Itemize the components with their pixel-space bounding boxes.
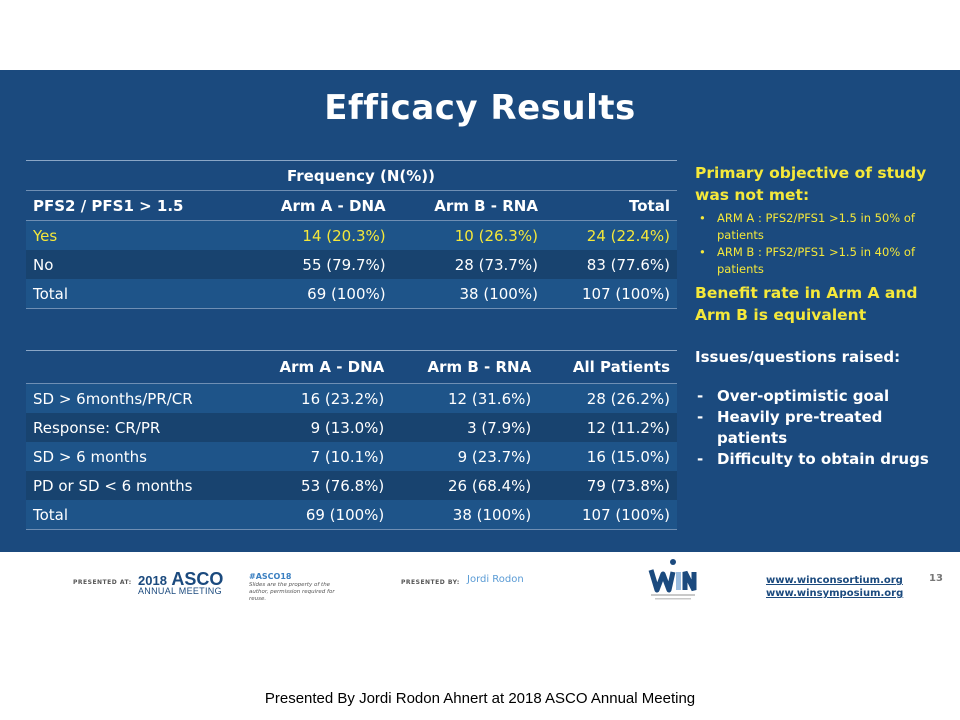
table-group-header: Frequency (N(%)) xyxy=(26,160,677,191)
table-cell: 107 (100%) xyxy=(544,279,677,309)
table-row: SD > 6months/PR/CR 16 (23.2%) 12 (31.6%)… xyxy=(26,383,677,413)
table-row: Total 69 (100%) 38 (100%) 107 (100%) xyxy=(26,500,677,530)
table-header-cell: Arm B - RNA xyxy=(391,350,539,384)
table-cell: PD or SD < 6 months xyxy=(26,471,243,500)
presented-by-label: PRESENTED BY: xyxy=(401,579,460,586)
presented-at-label: PRESENTED AT: xyxy=(73,579,132,586)
table-cell: 16 (15.0%) xyxy=(538,442,677,471)
frequency-table: Frequency (N(%)) PFS2 / PFS1 > 1.5 Arm A… xyxy=(26,160,677,309)
table-cell: 7 (10.1%) xyxy=(242,442,392,471)
table-cell: 53 (76.8%) xyxy=(242,471,392,500)
issues-heading: Issues/questions raised: xyxy=(695,348,901,366)
table-header-cell: PFS2 / PFS1 > 1.5 xyxy=(26,190,239,221)
table-row: SD > 6 months 7 (10.1%) 9 (23.7%) 16 (15… xyxy=(26,442,677,471)
table-cell: 79 (73.8%) xyxy=(538,471,677,500)
table-row: Response: CR/PR 9 (13.0%) 3 (7.9%) 12 (1… xyxy=(26,413,677,442)
table-header-cell: Arm A - DNA xyxy=(242,350,392,384)
table-cell: 69 (100%) xyxy=(242,500,392,530)
table-cell: 28 (73.7%) xyxy=(392,250,545,279)
table-cell: 12 (31.6%) xyxy=(391,383,539,413)
consortium-link[interactable]: www.winconsortium.org xyxy=(766,575,903,586)
table-cell: SD > 6 months xyxy=(26,442,243,471)
table-cell: 69 (100%) xyxy=(238,279,393,309)
table-header-cell: Arm B - RNA xyxy=(392,190,545,221)
table-cell: 9 (13.0%) xyxy=(242,413,392,442)
page-number: 13 xyxy=(929,573,943,584)
table-cell: 28 (26.2%) xyxy=(538,383,677,413)
list-item: Heavily pre-treated patients xyxy=(695,407,945,449)
slide-footer: PRESENTED AT: 2018 ASCO ANNUAL MEETING #… xyxy=(0,552,960,612)
table-cell: No xyxy=(26,250,239,279)
table-cell: Total xyxy=(26,279,239,309)
table-header-cell: Total xyxy=(544,190,677,221)
presenter-name: Jordi Rodon xyxy=(467,574,524,585)
asco-subtitle: ANNUAL MEETING xyxy=(138,586,222,596)
table-row: Total 69 (100%) 38 (100%) 107 (100%) xyxy=(26,279,677,309)
presentation-caption: Presented By Jordi Rodon Ahnert at 2018 … xyxy=(264,690,696,707)
table-cell: 9 (23.7%) xyxy=(391,442,539,471)
table-cell: 55 (79.7%) xyxy=(238,250,393,279)
asco-logo: 2018 ASCO ANNUAL MEETING xyxy=(138,569,223,596)
table-cell: 12 (11.2%) xyxy=(538,413,677,442)
table-cell: 24 (22.4%) xyxy=(544,220,677,250)
table-header-row: Arm A - DNA Arm B - RNA All Patients xyxy=(26,350,677,384)
list-item: ARM B : PFS2/PFS1 >1.5 in 40% of patient… xyxy=(695,244,945,278)
list-item: Difficulty to obtain drugs xyxy=(695,449,945,470)
reuse-note: Slides are the property of the author, p… xyxy=(249,582,335,602)
benefit-statement: Benefit rate in Arm A and Arm B is equiv… xyxy=(695,284,918,324)
table-cell: Yes xyxy=(26,220,239,250)
table-cell: 3 (7.9%) xyxy=(391,413,539,442)
symposium-link[interactable]: www.winsymposium.org xyxy=(766,588,904,599)
outcome-table: Arm A - DNA Arm B - RNA All Patients SD … xyxy=(26,350,677,530)
findings-panel: Primary objective of study was not met: … xyxy=(695,162,945,470)
slide-title: Efficacy Results xyxy=(324,88,636,128)
table-cell: 10 (26.3%) xyxy=(392,220,545,250)
hashtag: #ASCO18 xyxy=(249,572,292,581)
table-cell: 14 (20.3%) xyxy=(238,220,393,250)
footer-links: www.winconsortium.org www.winsymposium.o… xyxy=(766,574,903,600)
table-header-cell: All Patients xyxy=(538,350,677,384)
table-row: Yes 14 (20.3%) 10 (26.3%) 24 (22.4%) xyxy=(26,220,677,250)
list-item: Over-optimistic goal xyxy=(695,386,945,407)
win-logo-icon xyxy=(648,559,697,600)
table-cell: 16 (23.2%) xyxy=(242,383,392,413)
list-item: ARM A : PFS2/PFS1 >1.5 in 50% of patient… xyxy=(695,210,945,244)
table-cell: 26 (68.4%) xyxy=(391,471,539,500)
table-header-row: PFS2 / PFS1 > 1.5 Arm A - DNA Arm B - RN… xyxy=(26,190,677,221)
table-group-header-row: Frequency (N(%)) xyxy=(26,160,677,191)
table-cell: 83 (77.6%) xyxy=(544,250,677,279)
table-header-cell: Arm A - DNA xyxy=(238,190,393,221)
issues-list: Over-optimistic goal Heavily pre-treated… xyxy=(695,386,945,470)
asco-year: 2018 xyxy=(138,573,167,588)
table-cell: Response: CR/PR xyxy=(26,413,243,442)
table-row: No 55 (79.7%) 28 (73.7%) 83 (77.6%) xyxy=(26,250,677,279)
table-cell: Total xyxy=(26,500,243,530)
table-cell: 38 (100%) xyxy=(391,500,539,530)
table-header-cell xyxy=(26,350,243,384)
objective-heading: Primary objective of study was not met: xyxy=(695,164,927,204)
table-cell: 107 (100%) xyxy=(538,500,677,530)
asco-name: ASCO xyxy=(171,569,224,589)
table-cell: SD > 6months/PR/CR xyxy=(26,383,243,413)
arm-bullet-list: ARM A : PFS2/PFS1 >1.5 in 50% of patient… xyxy=(695,210,945,278)
table-cell: 38 (100%) xyxy=(392,279,545,309)
table-row: PD or SD < 6 months 53 (76.8%) 26 (68.4%… xyxy=(26,471,677,500)
